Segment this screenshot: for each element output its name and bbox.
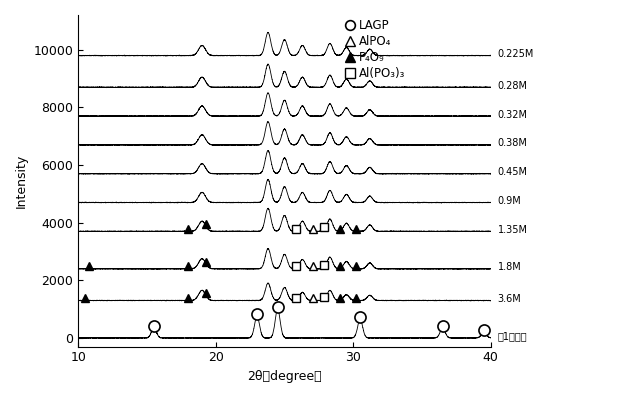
Text: 第1参考例: 第1参考例	[498, 332, 527, 341]
Legend: LAGP, AlPO₄, P₄O₉, Al(PO₃)₃: LAGP, AlPO₄, P₄O₉, Al(PO₃)₃	[340, 14, 410, 85]
Text: 1.8M: 1.8M	[498, 262, 522, 272]
Text: 0.45M: 0.45M	[498, 167, 527, 177]
Text: 0.28M: 0.28M	[498, 81, 527, 91]
X-axis label: 2θ（degree）: 2θ（degree）	[247, 370, 322, 383]
Y-axis label: Intensity: Intensity	[15, 154, 28, 208]
Text: 0.225M: 0.225M	[498, 49, 534, 59]
Text: 1.35M: 1.35M	[498, 225, 527, 235]
Text: 3.6M: 3.6M	[498, 294, 522, 304]
Text: 0.9M: 0.9M	[498, 196, 522, 206]
Text: 0.32M: 0.32M	[498, 109, 527, 120]
Text: 0.38M: 0.38M	[498, 139, 527, 148]
